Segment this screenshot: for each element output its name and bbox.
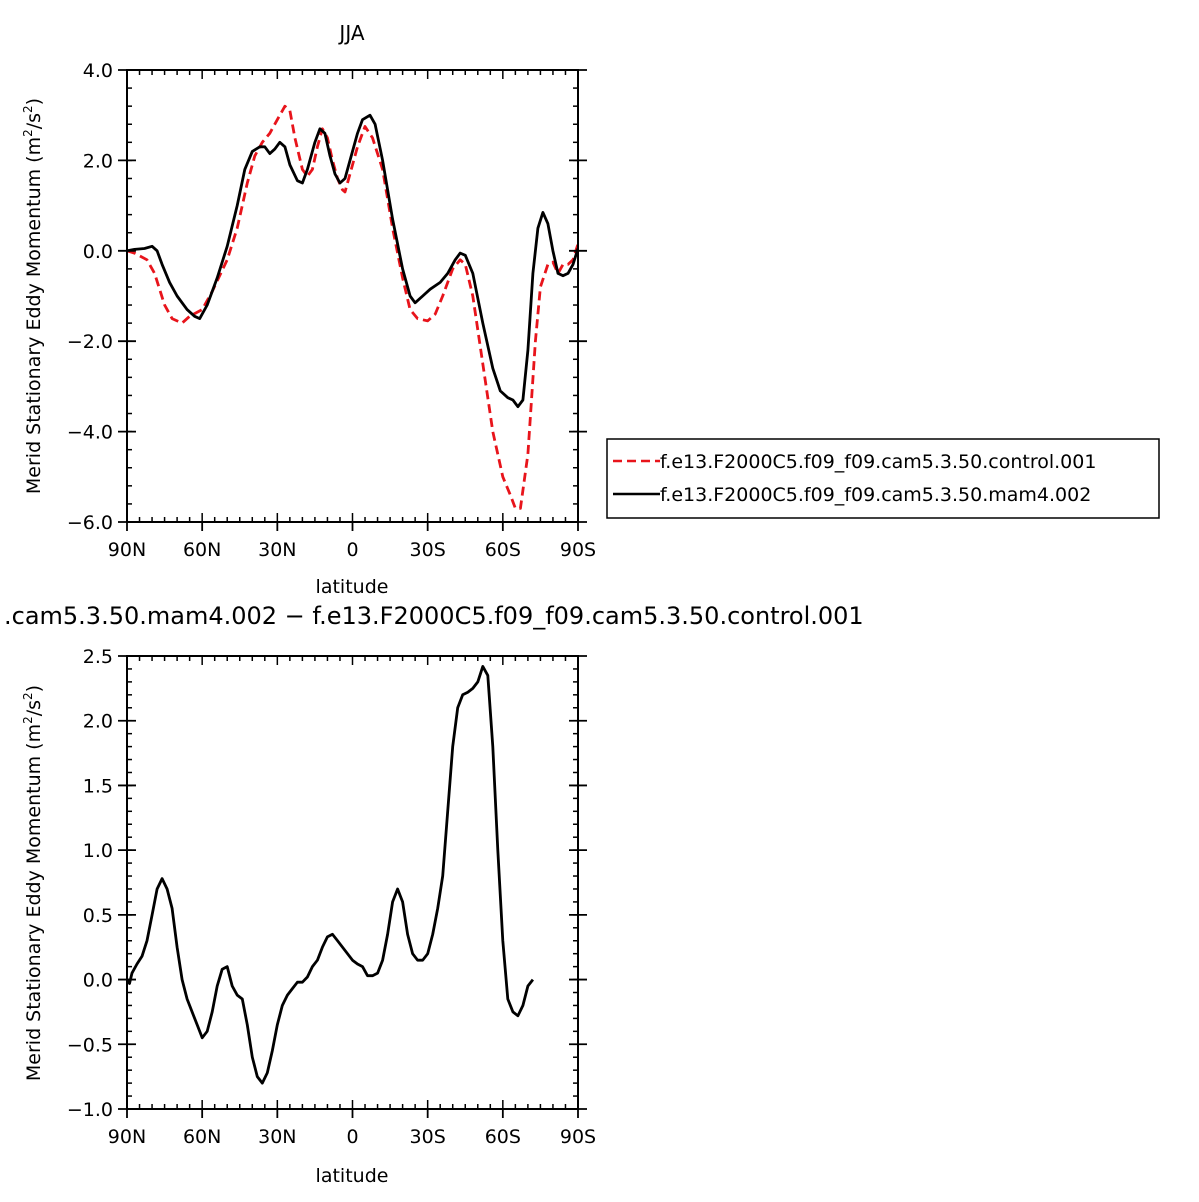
top-y-tick-label: 0.0	[83, 241, 113, 263]
bottom-y-tick-label: 1.5	[83, 775, 113, 797]
bottom-y-tick-label: 1.0	[83, 840, 113, 862]
bottom-x-tick-label: 0	[346, 1126, 358, 1148]
top-y-axis-label: Merid Stationary Eddy Momentum (m2/s2)	[21, 98, 45, 494]
bottom-x-tick-label: 30S	[410, 1126, 446, 1148]
top-x-tick-label: 90N	[108, 539, 146, 561]
top-y-tick-label: −2.0	[67, 331, 113, 353]
bottom-x-tick-label: 60S	[485, 1126, 521, 1148]
bottom-plot-area: 90N 60N 30N 0 30S 60S 90S 2.5 2.0 1.5 1.0 0.5 0.0 −0.…	[67, 646, 596, 1148]
legend-box	[606, 438, 1160, 519]
top-x-axis-label: latitude	[316, 576, 389, 598]
top-y-tick-label: 2.0	[83, 150, 113, 172]
bottom-plot-frame	[126, 655, 579, 1110]
bottom-chart: .cam5.3.50.mam4.002 − f.e13.F2000C5.f09_…	[4, 602, 864, 1187]
top-x-tick-label: 90S	[560, 539, 596, 561]
bottom-y-tick-label: 0.5	[83, 905, 113, 927]
top-x-tick-label: 30S	[410, 539, 446, 561]
bottom-x-tick-label: 90N	[108, 1126, 146, 1148]
legend-label-mam4: f.e13.F2000C5.f09_f09.cam5.3.50.mam4.002	[660, 484, 1091, 506]
top-y-tick-label: −4.0	[67, 422, 113, 444]
top-x-tick-label: 60N	[183, 539, 221, 561]
bottom-x-tick-label: 60N	[183, 1126, 221, 1148]
bottom-x-axis-label: latitude	[316, 1165, 389, 1187]
bottom-y-tick-label: 2.5	[83, 646, 113, 668]
bottom-series-line-0	[127, 665, 535, 1085]
top-x-tick-label: 0	[346, 539, 358, 561]
bottom-x-tick-label: 30N	[258, 1126, 296, 1148]
bottom-y-tick-label: −0.5	[67, 1034, 113, 1056]
top-y-tick-label: −6.0	[67, 512, 113, 534]
bottom-y-axis-label: Merid Stationary Eddy Momentum (m2/s2)	[21, 685, 45, 1081]
top-plot-frame	[126, 69, 579, 523]
bottom-y-tick-label: 0.0	[83, 970, 113, 992]
top-chart: JJA 90N 60N 30N 0 30S 60S 90S 4.0 2.0 0.0 −2.0 −4.0…	[21, 21, 1160, 598]
top-y-tick-label: 4.0	[83, 60, 113, 82]
top-x-tick-label: 30N	[258, 539, 296, 561]
legend: f.e13.F2000C5.f09_f09.cam5.3.50.control.…	[606, 438, 1160, 519]
top-series-line-0	[127, 104, 578, 510]
bottom-y-tick-label: 2.0	[83, 711, 113, 733]
top-chart-title: JJA	[337, 21, 364, 45]
bottom-chart-title: .cam5.3.50.mam4.002 − f.e13.F2000C5.f09_…	[4, 602, 864, 630]
top-x-tick-label: 60S	[485, 539, 521, 561]
legend-label-control: f.e13.F2000C5.f09_f09.cam5.3.50.control.…	[660, 451, 1096, 473]
top-plot-area: 90N 60N 30N 0 30S 60S 90S 4.0 2.0 0.0 −2.0 −4.0 −6.0	[67, 60, 596, 561]
bottom-x-tick-label: 90S	[560, 1126, 596, 1148]
top-series-line-1	[127, 113, 578, 409]
bottom-y-tick-label: −1.0	[67, 1099, 113, 1121]
